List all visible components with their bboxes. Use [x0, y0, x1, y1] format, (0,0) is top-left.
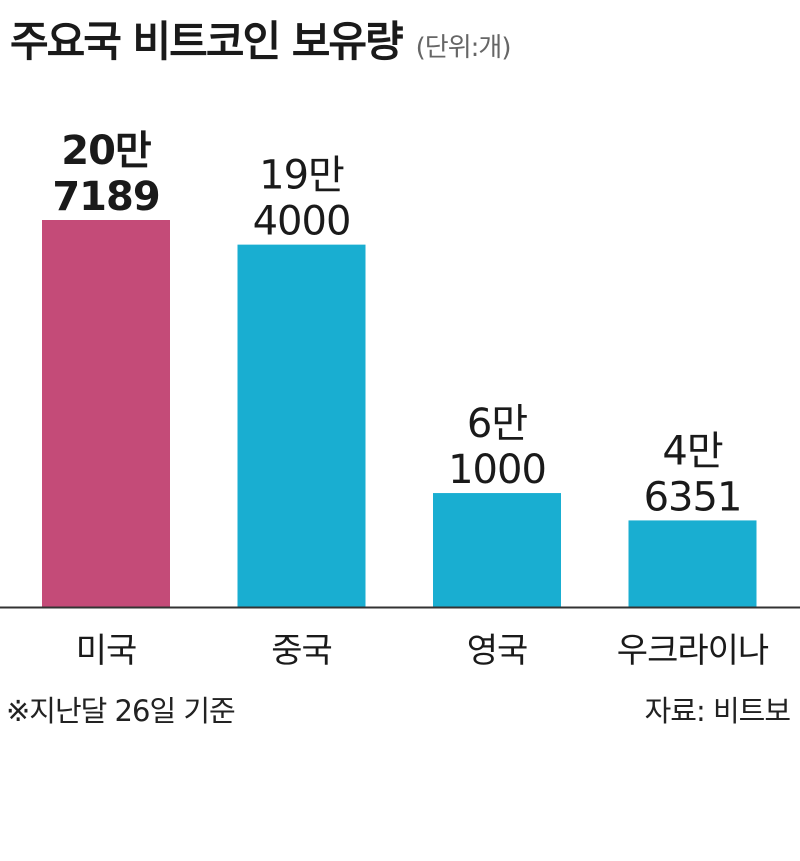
value-label-1-0: 19만 — [259, 153, 344, 199]
chart-title: 주요국 비트코인 보유량 — [10, 17, 404, 66]
source-note: 자료: 비트보 — [644, 694, 791, 728]
bar-0 — [42, 220, 170, 607]
category-label-3: 우크라이나 — [617, 631, 769, 671]
value-label-0-1: 7189 — [52, 174, 159, 220]
unit-label: (단위:개) — [415, 33, 512, 63]
value-label-2-0: 6만 — [467, 401, 527, 447]
category-label-2: 영국 — [467, 631, 528, 671]
value-label-3-0: 4만 — [662, 428, 722, 474]
value-label-1-1: 4000 — [253, 199, 351, 245]
bar-2 — [433, 493, 561, 607]
bar-1 — [237, 244, 366, 608]
footnote: ※지난달 26일 기준 — [6, 694, 236, 728]
title-row: 주요국 비트코인 보유량 (단위:개) — [10, 8, 512, 69]
value-label-2-1: 1000 — [448, 447, 546, 493]
bar-3 — [628, 520, 757, 607]
value-label-0-0: 20만 — [61, 128, 152, 174]
value-label-3-1: 6351 — [644, 474, 742, 520]
category-label-0: 미국 — [76, 631, 137, 671]
category-label-1: 중국 — [271, 631, 332, 671]
